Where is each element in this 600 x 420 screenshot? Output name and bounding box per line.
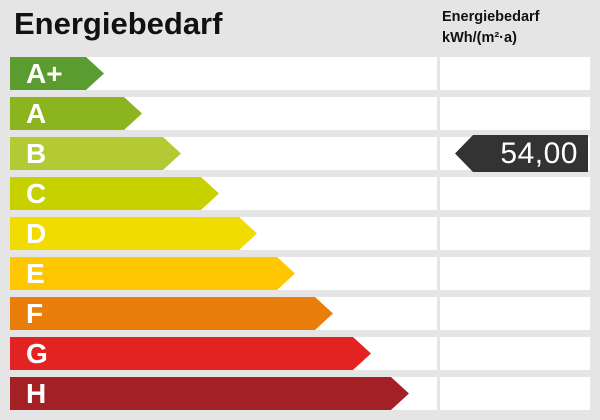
rating-row-g: G (0, 337, 600, 370)
rating-label: D (26, 218, 47, 249)
rating-row-a: A (0, 97, 600, 130)
rating-bar-a: A (10, 97, 142, 130)
indicator-value-text: 54,00 (500, 137, 578, 170)
row-strip: H (10, 377, 437, 410)
value-indicator-arrow: 54,00 (455, 135, 588, 172)
unit-header: Energiebedarf kWh/(m²·a) (442, 7, 540, 49)
row-strip: G (10, 337, 437, 370)
rating-label: E (26, 258, 45, 289)
value-cell (440, 377, 590, 410)
value-cell (440, 57, 590, 90)
page-title: Energiebedarf (14, 6, 223, 41)
row-strip: A+ (10, 57, 437, 90)
rating-label: F (26, 298, 44, 329)
value-cell (440, 217, 590, 250)
value-cell (440, 337, 590, 370)
row-strip: C (10, 177, 437, 210)
rating-row-e: E (0, 257, 600, 290)
rating-label: A+ (26, 58, 63, 89)
rating-bar-f: F (10, 297, 333, 330)
rating-bar-d: D (10, 217, 257, 250)
rating-label: B (26, 138, 47, 169)
rating-bar-a-plus: A+ (10, 57, 104, 90)
unit-header-scale-label: Energiebedarf (442, 9, 540, 25)
rating-bar-e: E (10, 257, 295, 290)
row-strip: B (10, 137, 437, 170)
value-cell (440, 97, 590, 130)
rating-bar-b: B (10, 137, 181, 170)
rating-row-a-plus: A+ (0, 57, 600, 90)
rating-label: C (26, 178, 47, 209)
rating-row-d: D (0, 217, 600, 250)
rating-bar-c: C (10, 177, 219, 210)
value-cell (440, 297, 590, 330)
rating-row-f: F (0, 297, 600, 330)
rating-row-c: C (0, 177, 600, 210)
rating-label: G (26, 338, 48, 369)
rating-bar-g: G (10, 337, 371, 370)
unit-header-unit-label: kWh/(m²·a) (442, 30, 517, 46)
row-strip: F (10, 297, 437, 330)
value-cell (440, 257, 590, 290)
row-strip: A (10, 97, 437, 130)
rating-bar-h: H (10, 377, 409, 410)
row-strip: D (10, 217, 437, 250)
row-strip: E (10, 257, 437, 290)
rating-label: A (26, 98, 47, 129)
rating-row-h: H (0, 377, 600, 410)
rating-label: H (26, 378, 47, 409)
value-cell (440, 177, 590, 210)
